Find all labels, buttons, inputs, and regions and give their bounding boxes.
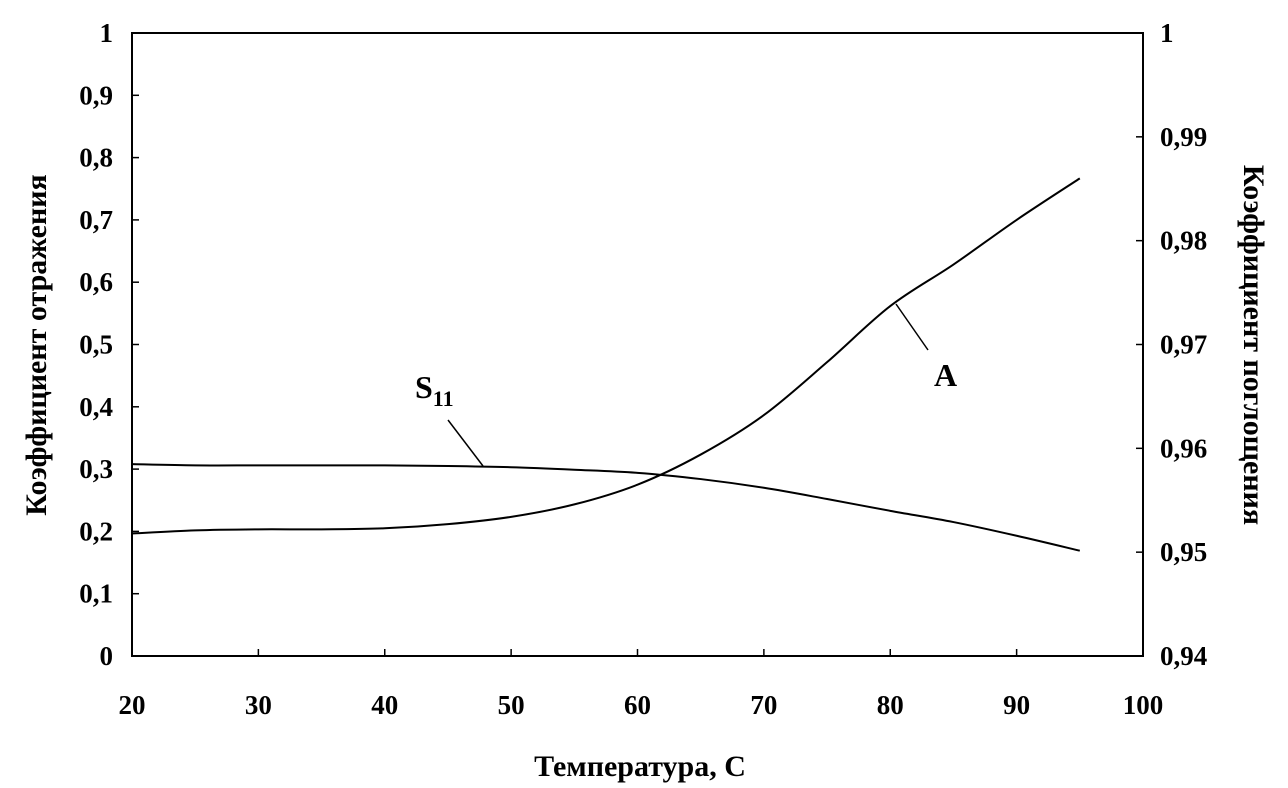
x-tick-label: 60 [624,690,651,720]
a-label: A [934,357,957,393]
y2-tick-label: 0,99 [1160,122,1207,152]
y2-tick-label: 1 [1160,18,1174,48]
x-axis-title: Температура, С [534,750,746,783]
x-tick-label: 100 [1123,690,1164,720]
y-tick-label: 0,7 [79,205,113,235]
x-tick-label: 90 [1003,690,1030,720]
y-tick-label: 0,5 [79,330,113,360]
plot-frame [131,32,1144,657]
y2-axis-title: Коэффициент поглощения [1237,165,1270,525]
y-tick-label: 0,6 [79,267,113,297]
y-tick-label: 0,3 [79,454,113,484]
x-tick-label: 70 [750,690,777,720]
s11-label: S11 [415,369,454,411]
y2-tick-label: 0,98 [1160,226,1207,256]
y-tick-label: 0,4 [79,392,113,422]
y-tick-label: 0,1 [79,579,113,609]
series-line-s11 [131,463,1081,552]
s11-leader-line [447,419,484,467]
x-tick-label: 20 [119,690,146,720]
y-tick-label: 0,8 [79,143,113,173]
y2-tick-label: 0,94 [1160,641,1207,671]
y-tick-label: 1 [100,18,114,48]
y2-tick-label: 0,96 [1160,433,1207,463]
y-tick-label: 0,2 [79,516,113,546]
x-tick-label: 50 [498,690,525,720]
x-tick-label: 30 [245,690,272,720]
x-tick-label: 80 [877,690,904,720]
y2-tick-label: 0,95 [1160,537,1207,567]
y2-tick-label: 0,97 [1160,330,1207,360]
y-tick-label: 0,9 [79,80,113,110]
a-leader-line [895,303,929,351]
x-tick-label: 40 [371,690,398,720]
y-axis-title: Коэффициент отражения [20,174,53,515]
y-tick-label: 0 [100,641,114,671]
s11-subscript: 11 [433,386,454,411]
series-line-a [131,177,1081,535]
